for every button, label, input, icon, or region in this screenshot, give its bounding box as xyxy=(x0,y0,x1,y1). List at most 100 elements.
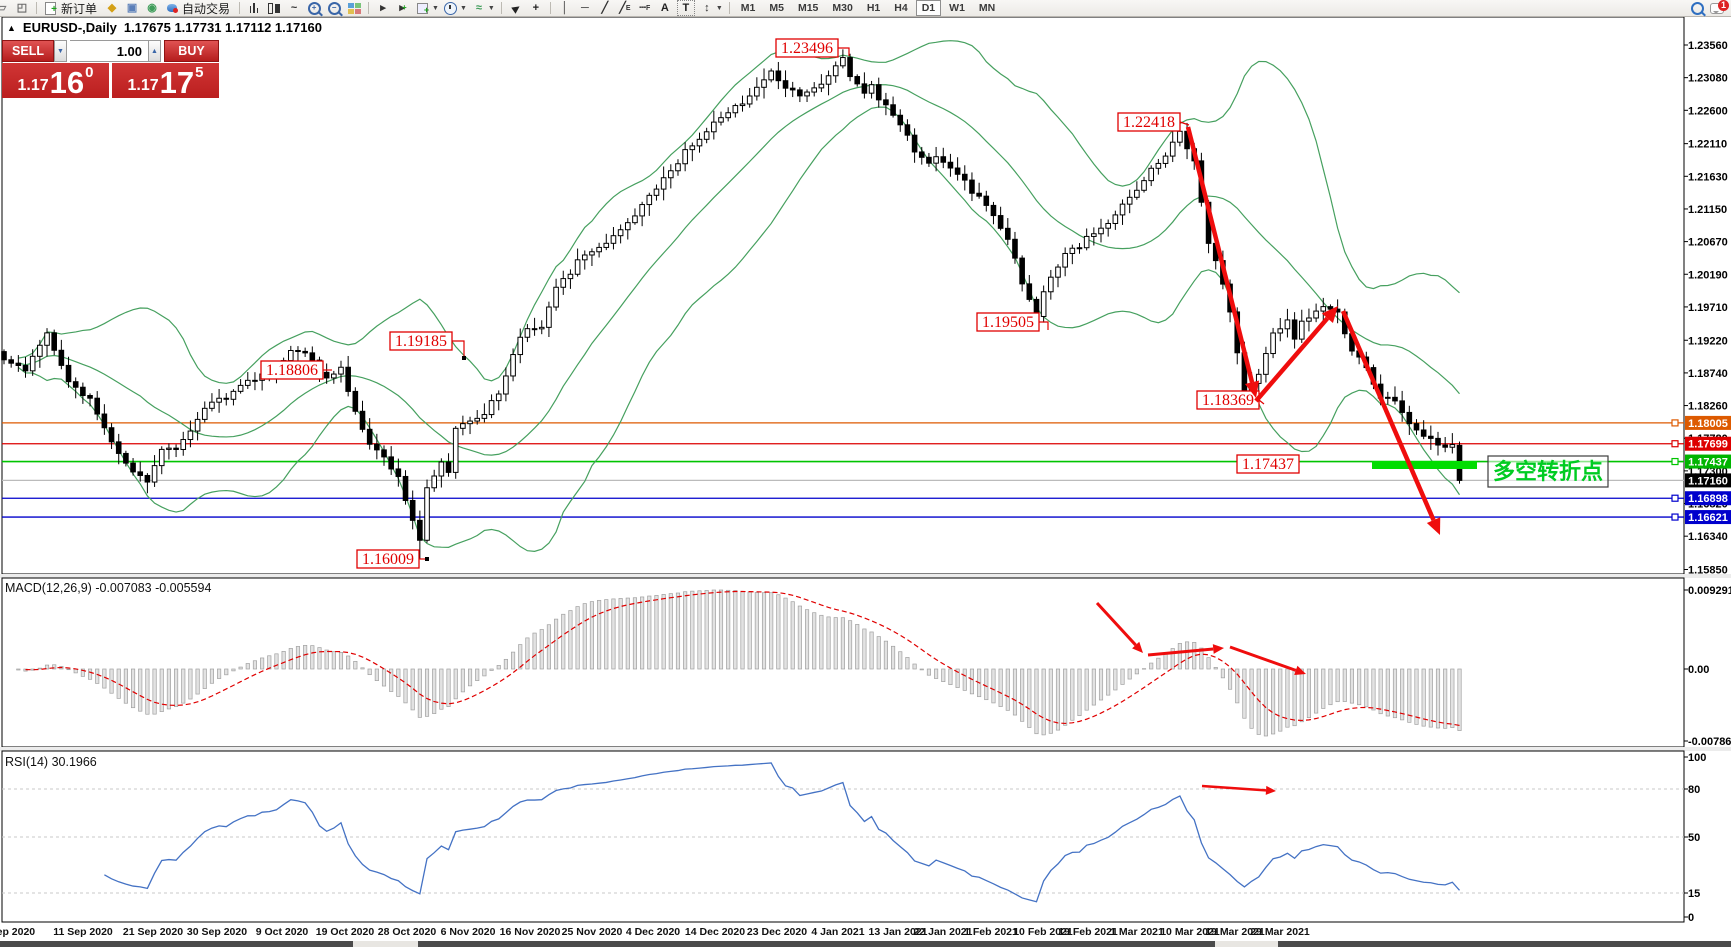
price-tag-1.16898: 1.16898 xyxy=(1688,493,1728,505)
profile-preview-button[interactable]: ◰ xyxy=(12,1,32,16)
autotrade-icon xyxy=(164,1,180,15)
templates-button[interactable]: + ▼ xyxy=(413,1,441,16)
turning-point-note[interactable]: 多空转折点 xyxy=(1487,455,1609,488)
date-label: 22 Jan 2021 xyxy=(914,926,973,938)
macd-histogram-bar xyxy=(281,651,286,670)
macd-histogram-bar xyxy=(102,668,107,689)
timeframe-button-d1[interactable]: D1 xyxy=(915,0,942,16)
buy-button[interactable]: BUY xyxy=(164,40,219,62)
chart-shift-button[interactable]: ▸ + xyxy=(393,1,413,16)
timeframe-button-m1[interactable]: M1 xyxy=(740,2,756,14)
horizontal-line-button[interactable]: ─ xyxy=(575,1,595,16)
channel-button[interactable]: ╱ E xyxy=(615,1,635,16)
macd-histogram-bar xyxy=(396,668,401,697)
horizontal-line-objects[interactable] xyxy=(2,419,1684,521)
timeframe-button-w1[interactable]: W1 xyxy=(949,2,965,14)
macd-histogram-bar xyxy=(1055,668,1061,731)
fibonacci-button[interactable]: ┄ F xyxy=(635,1,655,16)
price-annotations[interactable]: 1.23496 1.22418 1.19505 1.18369 1.19185 1.188… xyxy=(260,38,1300,569)
candle-chart-icon xyxy=(266,1,282,15)
date-label: 28 Oct 2020 xyxy=(378,926,437,938)
macd-histogram-bar xyxy=(926,668,931,676)
text-tool-button[interactable]: A xyxy=(655,1,675,16)
arrows-tool-button[interactable]: ↕ ▼ xyxy=(697,1,725,16)
bar-chart-button[interactable] xyxy=(244,1,264,16)
macd-histogram-bar xyxy=(1435,668,1441,729)
macd-histogram-bar xyxy=(252,660,258,670)
turning-point-highlight[interactable] xyxy=(1372,461,1477,469)
vertical-line-button[interactable]: │ xyxy=(555,1,575,16)
text-tool-icon: A xyxy=(660,1,669,14)
svg-text:1.16340: 1.16340 xyxy=(1688,531,1728,543)
trendline-button[interactable]: ╱ xyxy=(595,1,615,16)
macd-histogram-bar xyxy=(353,661,358,670)
auto-scroll-icon: ▸ xyxy=(380,1,386,14)
auto-scroll-button[interactable]: ▸ xyxy=(373,1,393,16)
new-chart-button[interactable]: ▱ xyxy=(0,1,12,16)
macd-histogram-bar xyxy=(1428,668,1433,728)
volume-decrease-button[interactable]: ▼ xyxy=(54,40,67,62)
price-tag-1.17699: 1.17699 xyxy=(1688,439,1728,451)
new-order-button[interactable]: + 新订单 xyxy=(41,1,102,16)
periods-button[interactable]: ▼ xyxy=(441,1,469,16)
date-label: 21 Sep 2020 xyxy=(123,926,183,938)
timeframe-button-mn[interactable]: MN xyxy=(978,2,996,14)
expert-advisor-button[interactable]: ◆ xyxy=(102,1,122,16)
line-chart-button[interactable]: ~ xyxy=(284,1,304,16)
zoom-out-button[interactable]: − xyxy=(324,1,344,16)
macd-name: MACD(12,26,9) xyxy=(5,581,92,595)
indicators-button[interactable]: ≈ ▼ xyxy=(469,1,497,16)
bollinger-lower-band xyxy=(17,106,1461,552)
candle-chart-button[interactable] xyxy=(264,1,284,16)
macd-histogram-bar xyxy=(381,668,387,687)
macd-histogram-bar xyxy=(1213,667,1218,670)
buy-price-display[interactable]: 1.17 17 5 xyxy=(112,63,219,98)
macd-histogram-bar xyxy=(1385,668,1390,717)
search-button[interactable] xyxy=(1687,1,1707,16)
macd-histogram-bar xyxy=(1306,668,1311,719)
timeframe-button-h4[interactable]: H4 xyxy=(894,2,908,14)
cursor-button[interactable]: ▶ xyxy=(506,1,526,16)
timeframe-button-m30[interactable]: M30 xyxy=(832,2,853,14)
signal-button[interactable]: ◉ xyxy=(142,1,162,16)
timeframe-button-m15[interactable]: M15 xyxy=(797,2,819,14)
crosshair-button[interactable]: + xyxy=(526,1,546,16)
timeframe-button-m5[interactable]: M5 xyxy=(769,2,784,14)
macd-histogram-bar xyxy=(711,589,716,670)
macd-histogram-bar xyxy=(303,645,308,670)
horizontal-scrollbar[interactable] xyxy=(0,941,1731,947)
macd-histogram-bar xyxy=(804,609,810,670)
ohlc-values: 1.17675 1.17731 1.17112 1.17160 xyxy=(123,20,322,35)
macd-histogram-bar xyxy=(1400,668,1405,721)
toolbar-separator xyxy=(728,2,730,14)
trend-arrows[interactable] xyxy=(1095,126,1441,795)
tile-windows-icon xyxy=(346,1,362,15)
macd-histogram-bar xyxy=(174,668,179,707)
macd-histogram-bar xyxy=(1421,668,1426,727)
search-icon xyxy=(1689,1,1706,16)
toolbar-separator xyxy=(549,2,551,14)
macd-histogram-bar xyxy=(324,649,329,670)
notifications-button[interactable]: 1 xyxy=(1707,0,1729,16)
rsi-pane: 100 80 50 15 0 xyxy=(2,752,1706,924)
expert-advisor-icon: ◆ xyxy=(107,1,117,14)
autotrade-button[interactable]: 自动交易 xyxy=(162,1,235,16)
panel-expander-icon[interactable]: ▲ xyxy=(7,22,16,33)
macd-histogram-bar xyxy=(1220,668,1225,679)
sell-button[interactable]: SELL xyxy=(2,40,54,62)
macd-histogram-bar xyxy=(475,668,480,681)
zoom-in-button[interactable]: + xyxy=(304,1,324,16)
macd-histogram-bar xyxy=(80,668,85,677)
volume-input[interactable]: 1.00 xyxy=(70,40,148,62)
terminal-button[interactable]: ▣ xyxy=(122,1,142,16)
timeframe-button-h1[interactable]: H1 xyxy=(866,2,881,14)
volume-increase-button[interactable]: ▲ xyxy=(148,40,161,62)
text-label-button[interactable]: T xyxy=(675,0,697,16)
rsi-value: 30.1966 xyxy=(51,755,97,769)
macd-histogram-bar xyxy=(747,591,752,670)
tile-windows-button[interactable] xyxy=(344,1,364,16)
price-tag-1.17437: 1.17437 xyxy=(1688,457,1728,469)
macd-histogram-bar xyxy=(138,668,143,712)
sell-price-display[interactable]: 1.17 16 0 xyxy=(2,63,109,98)
